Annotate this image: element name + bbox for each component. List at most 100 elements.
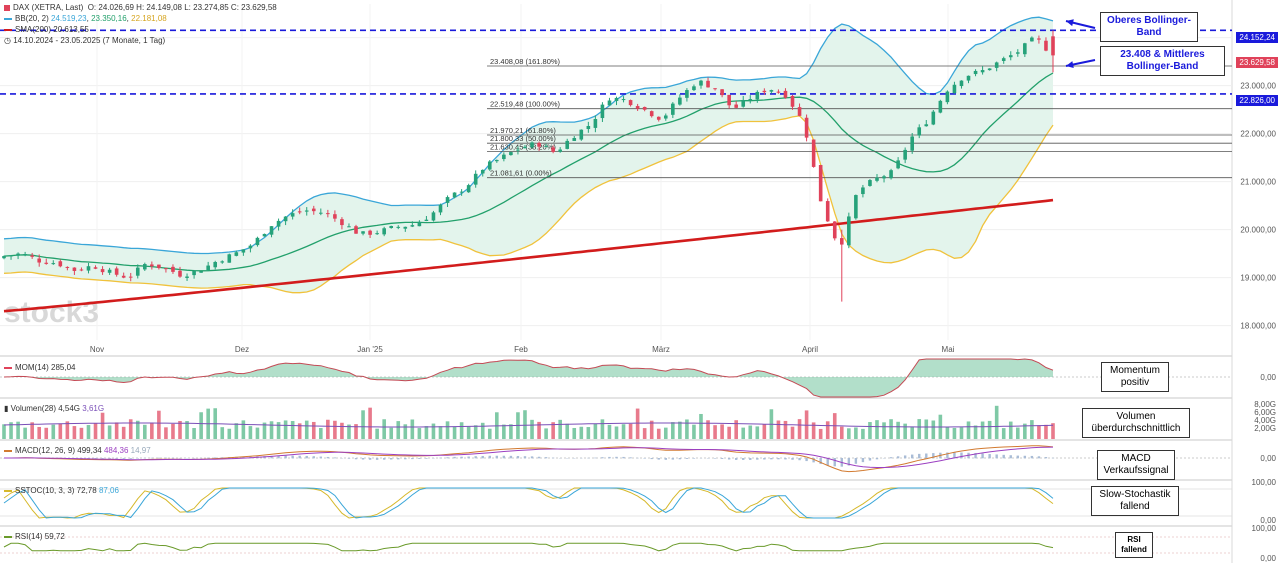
volume-bar	[487, 428, 492, 439]
volume-average-line	[3, 422, 1054, 428]
candle-body	[994, 62, 999, 68]
macd-histogram-bar	[960, 452, 963, 459]
macd-histogram-bar	[819, 458, 822, 465]
stoch-d-value: 87,06	[98, 486, 119, 495]
candle-body	[544, 146, 548, 148]
volume-bar	[143, 424, 147, 439]
candle-body	[143, 264, 147, 270]
volume-bar	[227, 428, 232, 439]
volume-bar	[361, 410, 365, 439]
candle-body	[480, 169, 485, 174]
candle-body	[79, 269, 84, 271]
candle-body	[424, 219, 429, 221]
volume-bar	[333, 420, 337, 439]
mom-label: MOM(14)	[15, 363, 49, 372]
bb-lower-line	[3, 115, 1054, 294]
candle-body	[579, 129, 584, 140]
volume-bar	[959, 427, 964, 439]
arrow-upper-band-head	[1066, 19, 1074, 27]
date-range: 14.10.2024 - 23.05.2025 (7 Monate, 1 Tag…	[13, 36, 166, 45]
candle-body	[790, 95, 795, 107]
volume-bar	[185, 421, 189, 439]
volume-bar	[621, 424, 626, 439]
macd-histogram-bar	[214, 457, 217, 459]
mom-swatch-icon	[4, 366, 12, 369]
legend-vol: ▮ Volumen(28) 4,54G 3,61G	[4, 404, 104, 413]
volume-bar	[882, 422, 886, 439]
volume-bar	[572, 427, 577, 439]
candle-body	[333, 214, 337, 219]
candle-body	[825, 201, 830, 222]
fib-level-label: 21.630,45 (38.20%)	[490, 142, 556, 151]
volume-bar	[319, 428, 323, 439]
y-tick-label: 19.000,00	[1240, 274, 1276, 283]
candle-body	[326, 213, 330, 215]
volume-bar	[1037, 425, 1041, 439]
legend-bb: BB(20, 2) 24.519,23, 23.350,16, 22.181,0…	[4, 14, 167, 23]
volume-bar	[663, 427, 668, 439]
candle-body	[255, 237, 260, 246]
macd-histogram-bar	[995, 454, 998, 459]
macd-histogram-bar	[150, 457, 154, 459]
candle-body	[150, 264, 154, 267]
volume-bar	[389, 427, 394, 439]
volume-bar	[276, 422, 281, 439]
macd-histogram-bar	[333, 457, 337, 459]
candle-body	[9, 255, 13, 257]
volume-bar	[593, 423, 598, 439]
macd-label: MACD(12, 26, 9)	[15, 446, 76, 455]
candle-body	[269, 226, 274, 235]
candle-body	[311, 208, 316, 212]
candle-body	[431, 212, 436, 221]
vol-axis-label: 8,00G	[1254, 400, 1276, 409]
macd-histogram-bar	[601, 457, 604, 459]
candle-body	[248, 245, 253, 249]
macd-signal-line	[4, 446, 1054, 468]
volume-bar	[727, 426, 731, 439]
candle-body	[1044, 40, 1048, 51]
candle-body	[755, 91, 760, 100]
candle-body	[361, 231, 365, 234]
volume-bar	[269, 421, 274, 439]
candle-body	[452, 192, 457, 198]
candle-body	[910, 136, 914, 151]
candle-body	[966, 75, 971, 81]
candle-body	[199, 271, 203, 273]
lower-level-price: 22.826,00	[1236, 95, 1278, 106]
rsi-swatch-icon	[4, 535, 12, 538]
candle-body	[178, 270, 182, 277]
candle-body	[234, 252, 239, 256]
candle-body	[952, 84, 957, 94]
volume-bar	[368, 407, 372, 439]
legend-stoch: SSTOC(10, 3, 3) 72,78 87,06	[4, 486, 119, 495]
volume-bar	[755, 426, 760, 439]
annotation-rsi: RSI fallend	[1115, 532, 1153, 558]
volume-bar	[903, 423, 907, 439]
bb-upper-line	[3, 16, 1054, 255]
volume-bar	[987, 420, 992, 439]
last-price: 23.629,58	[1236, 57, 1278, 68]
clock-icon: ◷	[4, 36, 11, 45]
rsi-axis-label: 100,00	[1252, 524, 1277, 533]
rsi-value: 59,72	[44, 532, 65, 541]
macd-histogram-bar	[136, 458, 139, 459]
candle-body	[699, 80, 703, 86]
volume-bar	[262, 422, 267, 439]
annotation-upper-band: Oberes Bollinger-Band	[1100, 12, 1198, 42]
y-tick-label: 23.000,00	[1240, 82, 1276, 91]
candle-body	[1051, 36, 1055, 56]
volume-bar	[290, 421, 295, 439]
volume-bar	[150, 423, 154, 439]
x-tick-label: Jan '25	[357, 345, 383, 354]
macd-histogram-bar	[671, 458, 675, 460]
sma-swatch-icon	[4, 28, 12, 31]
candle-body	[487, 161, 492, 170]
watermark: stock3	[4, 296, 99, 329]
candle-body	[875, 177, 879, 181]
candle-body	[185, 276, 189, 278]
macd-histogram-bar	[530, 456, 534, 459]
volume-bar	[340, 422, 344, 439]
volume-bar	[445, 421, 450, 439]
candle-body	[1001, 58, 1006, 61]
candle-body	[2, 256, 6, 259]
